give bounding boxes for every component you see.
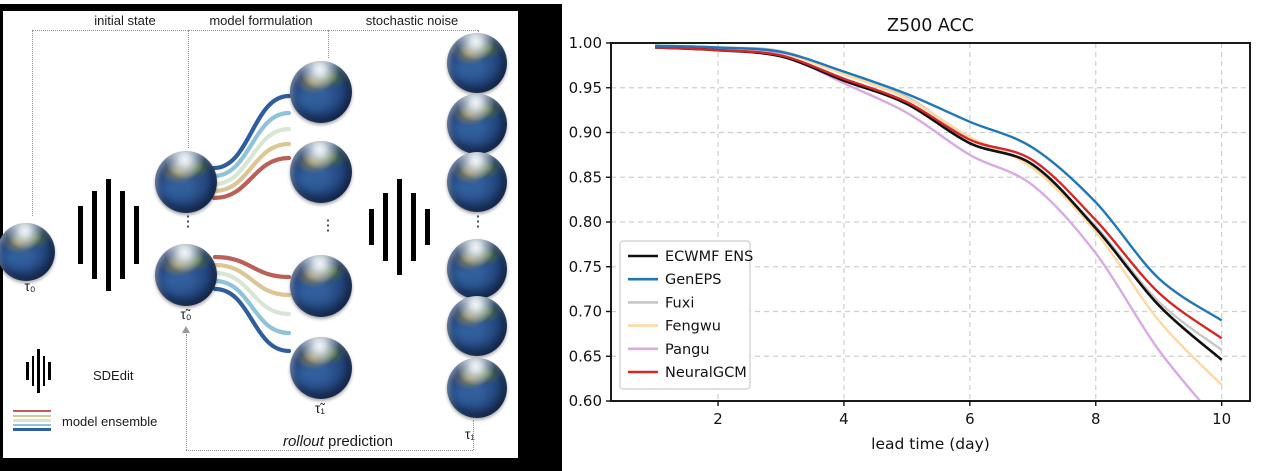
section-label-model-formulation: model formulation [209,13,313,28]
ensemble-curve-top [211,155,292,201]
model-ensemble-line [13,410,51,413]
diagram-panel: initial state model formulation stochast… [0,11,518,458]
x-tick-label: 4 [839,410,849,428]
ensemble-curve-top [211,93,292,171]
label-tau1-tilde: τ̃₁ [315,401,325,416]
series-line-pangu [655,45,1202,401]
globe-ensemble-4 [447,239,507,299]
rollout-arrow-up-icon [182,326,190,333]
model-ensemble-line [13,419,51,422]
ensemble-curve-top [211,126,292,187]
globe-ensemble-1 [447,33,507,93]
section-label-stochastic-noise: stochastic noise [365,13,459,28]
section-divider-v2 [188,30,189,148]
legend-label: ECWMF ENS [665,249,753,265]
legend-label: Pangu [665,342,710,358]
ellipsis-left-column: ⋮ [180,213,196,230]
label-tau1: τ₁ [465,427,475,442]
y-tick-label: 1.00 [569,34,602,52]
model-ensemble-legend-label: model ensemble [62,414,158,429]
legend-label: Fuxi [665,295,694,311]
x-tick-label: 10 [1212,410,1231,428]
model-ensemble-line [13,423,51,427]
model-ensemble-line [13,428,51,431]
ensemble-curve-bottom [212,254,292,280]
globe-noised-state-a [155,151,217,213]
rollout-prediction-label: rollout prediction [243,433,433,450]
globe-ensemble-2 [447,94,507,154]
y-tick-label: 0.75 [569,258,602,276]
section-divider-top [32,30,478,31]
y-tick-label: 0.70 [569,303,602,321]
globe-forecast-c [290,255,352,317]
ellipsis-mid-column: ⋮ [320,217,336,234]
series-line-geneps [655,44,1223,322]
ensemble-curve-top [211,141,292,194]
globe-initial-state [0,223,55,281]
ensemble-curve-bottom [212,286,292,354]
legend-label: NeuralGCM [665,365,747,381]
globe-ensemble-3 [447,152,507,212]
rollout-word-italic: rollout [282,433,324,450]
section-divider-v1 [32,30,33,216]
globe-forecast-a [290,61,352,123]
z500-acc-chart: 2 4 6 8 10 0.60 0.65 0.70 0.75 0.80 0.85 0.90 0.95 1.… [569,16,1251,453]
y-tick-label: 0.85 [569,168,602,186]
globe-forecast-b [290,141,352,203]
sdedit-legend-label: SDEdit [93,368,134,383]
ensemble-curve-bottom [212,270,292,317]
sdedit-icon-right [369,179,430,275]
globe-noised-state-b [155,244,217,306]
ensemble-curve-top [211,110,292,179]
y-tick-label: 0.80 [569,213,602,231]
label-tau0-tilde: τ̃₀ [180,307,192,322]
sdedit-legend-icon [26,349,51,393]
ellipsis-right-column: ⋮ [470,213,486,230]
ensemble-diagram-figure: initial state model formulation stochast… [0,4,562,471]
y-tick-label: 0.60 [569,392,602,410]
chart-title: Z500 ACC [887,16,974,36]
prediction-word: prediction [323,433,394,450]
model-ensemble-legend-icon [13,410,51,433]
acc-chart-figure: 2 4 6 8 10 0.60 0.65 0.70 0.75 0.80 0.85 0.90 0.95 1.… [562,0,1268,471]
x-tick-label: 6 [965,410,975,428]
rollout-line-right [473,420,474,450]
sdedit-icon-left [78,179,139,291]
rollout-line-left [186,334,187,450]
section-divider-v3 [328,30,329,58]
series-line-neuralgcm [655,46,1223,340]
y-tick-label: 0.90 [569,124,602,142]
globe-forecast-d [290,337,352,399]
x-tick-label: 8 [1091,410,1101,428]
globe-ensemble-5 [447,296,507,356]
label-tau0: τ₀ [24,279,36,294]
globe-ensemble-6 [447,358,507,418]
x-axis-label: lead time (day) [871,435,990,453]
model-ensemble-line [13,414,51,417]
ensemble-curve-bottom [212,278,292,336]
y-tick-label: 0.65 [569,347,602,365]
legend-label: Fengwu [665,319,721,335]
y-tick-label: 0.95 [569,79,602,97]
x-tick-label: 2 [713,410,723,428]
rollout-line-bottom [186,450,473,451]
legend-label: GenEPS [665,272,721,288]
ensemble-curve-bottom [212,262,292,298]
section-label-initial-state: initial state [94,13,156,28]
